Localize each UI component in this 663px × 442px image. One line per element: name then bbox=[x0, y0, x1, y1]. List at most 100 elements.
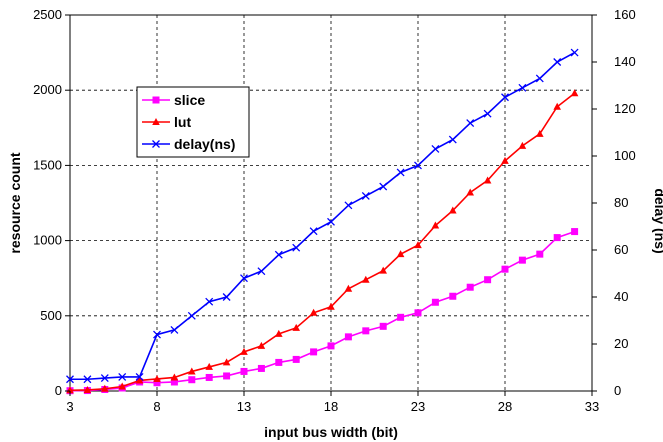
data-point-delay-ns bbox=[118, 372, 127, 381]
data-point-lut bbox=[257, 341, 266, 349]
data-point-lut bbox=[449, 206, 457, 214]
data-point-delay-ns bbox=[83, 375, 92, 384]
data-point-delay-ns bbox=[553, 58, 562, 66]
y2-tick-label: 80 bbox=[614, 195, 628, 210]
data-point-delay-ns bbox=[379, 182, 388, 191]
data-point-delay-ns bbox=[501, 93, 509, 102]
data-point-lut bbox=[101, 384, 109, 392]
data-point-slice bbox=[344, 333, 352, 341]
data-point-lut bbox=[170, 373, 179, 381]
data-point-lut bbox=[344, 284, 353, 292]
data-point-delay-ns bbox=[205, 297, 214, 306]
data-point-delay-ns bbox=[431, 144, 440, 153]
data-point-slice bbox=[501, 265, 509, 273]
data-point-slice bbox=[205, 373, 213, 381]
data-point-delay-ns bbox=[153, 330, 161, 339]
data-point-delay-ns bbox=[309, 227, 318, 236]
data-point-slice bbox=[170, 378, 178, 386]
legend-items: slice lut delay(ns) bbox=[142, 92, 235, 152]
legend: slice lut delay(ns) bbox=[136, 86, 250, 158]
data-point-delay-ns bbox=[414, 161, 422, 170]
series-layer bbox=[66, 48, 579, 395]
y-tick-label: 0 bbox=[55, 383, 62, 398]
y2-axis-title: delay (ns) bbox=[652, 188, 663, 253]
y-tick-label: 2500 bbox=[33, 7, 62, 22]
data-point-delay-ns bbox=[257, 267, 266, 276]
x-tick-label: 23 bbox=[411, 399, 425, 414]
data-point-slice bbox=[153, 379, 161, 387]
x-tick-label: 8 bbox=[153, 399, 160, 414]
data-point-delay-ns bbox=[344, 201, 353, 210]
data-point-lut bbox=[153, 374, 161, 382]
data-point-lut bbox=[240, 347, 248, 355]
x-tick-label: 28 bbox=[498, 399, 512, 414]
data-point-lut bbox=[396, 250, 405, 258]
x-axis-title: input bus width (bit) bbox=[264, 424, 398, 440]
data-point-delay-ns bbox=[570, 48, 579, 57]
data-point-delay-ns bbox=[100, 374, 109, 383]
data-point-slice bbox=[484, 276, 492, 284]
data-point-lut bbox=[205, 362, 213, 370]
data-point-lut bbox=[118, 382, 126, 390]
data-point-delay-ns bbox=[66, 375, 74, 384]
axes: 3 8 13 18 23 28 33 0 500 1000 1500 2000 2500 0 20 40 60 8… bbox=[33, 7, 636, 414]
data-point-delay-ns bbox=[292, 243, 301, 252]
data-point-slice bbox=[536, 250, 544, 258]
y2-tick-label: 40 bbox=[614, 289, 628, 304]
data-point-slice bbox=[414, 309, 422, 317]
plot-area bbox=[66, 14, 593, 395]
data-point-lut bbox=[275, 329, 283, 337]
data-point-slice bbox=[571, 228, 579, 236]
data-point-delay-ns bbox=[535, 74, 544, 83]
data-point-lut bbox=[483, 176, 492, 184]
y2-tick-label: 120 bbox=[614, 101, 636, 116]
data-point-delay-ns bbox=[187, 311, 196, 320]
y2-tick-label: 160 bbox=[614, 7, 636, 22]
data-point-lut bbox=[431, 221, 440, 229]
x-tick-label: 18 bbox=[324, 399, 338, 414]
data-point-lut bbox=[309, 308, 318, 316]
data-point-lut bbox=[501, 156, 509, 164]
x-tick-label: 13 bbox=[237, 399, 251, 414]
data-point-delay-ns bbox=[327, 217, 335, 226]
data-point-lut bbox=[292, 323, 300, 331]
series-lut bbox=[66, 89, 579, 394]
y-tick-label: 2000 bbox=[33, 82, 62, 97]
data-point-slice bbox=[257, 364, 265, 372]
data-point-delay-ns bbox=[518, 83, 527, 92]
legend-marker-delay-ns bbox=[152, 140, 160, 148]
data-point-lut bbox=[188, 367, 196, 375]
legend-label-delay-ns: delay(ns) bbox=[174, 136, 235, 152]
data-point-slice bbox=[553, 234, 561, 242]
data-point-lut bbox=[536, 129, 544, 137]
data-point-lut bbox=[135, 376, 144, 384]
data-point-delay-ns bbox=[396, 168, 405, 177]
legend-label-slice: slice bbox=[174, 92, 205, 108]
data-point-lut bbox=[362, 275, 370, 283]
x-tick-label: 33 bbox=[585, 399, 599, 414]
data-point-slice bbox=[292, 355, 300, 363]
data-point-lut bbox=[466, 188, 474, 196]
data-point-slice bbox=[449, 292, 457, 300]
data-point-delay-ns bbox=[240, 274, 248, 283]
data-point-lut bbox=[83, 385, 92, 393]
data-point-lut bbox=[327, 302, 335, 310]
data-point-delay-ns bbox=[170, 325, 179, 334]
legend-marker-slice bbox=[152, 96, 160, 104]
x-tick-label: 3 bbox=[66, 399, 73, 414]
series-delay-ns bbox=[66, 48, 579, 384]
data-point-slice bbox=[466, 283, 474, 291]
data-point-slice bbox=[223, 372, 231, 380]
series-line-lut bbox=[69, 92, 576, 392]
data-point-delay-ns bbox=[274, 250, 283, 259]
data-point-lut bbox=[222, 358, 231, 366]
series-slice bbox=[66, 228, 579, 395]
y2-tick-label: 20 bbox=[614, 336, 628, 351]
y-tick-label: 1500 bbox=[33, 157, 62, 172]
y-tick-label: 500 bbox=[40, 308, 62, 323]
data-point-delay-ns bbox=[361, 191, 370, 200]
y2-tick-label: 60 bbox=[614, 242, 628, 257]
data-point-lut bbox=[553, 102, 561, 110]
data-point-lut bbox=[379, 266, 387, 274]
